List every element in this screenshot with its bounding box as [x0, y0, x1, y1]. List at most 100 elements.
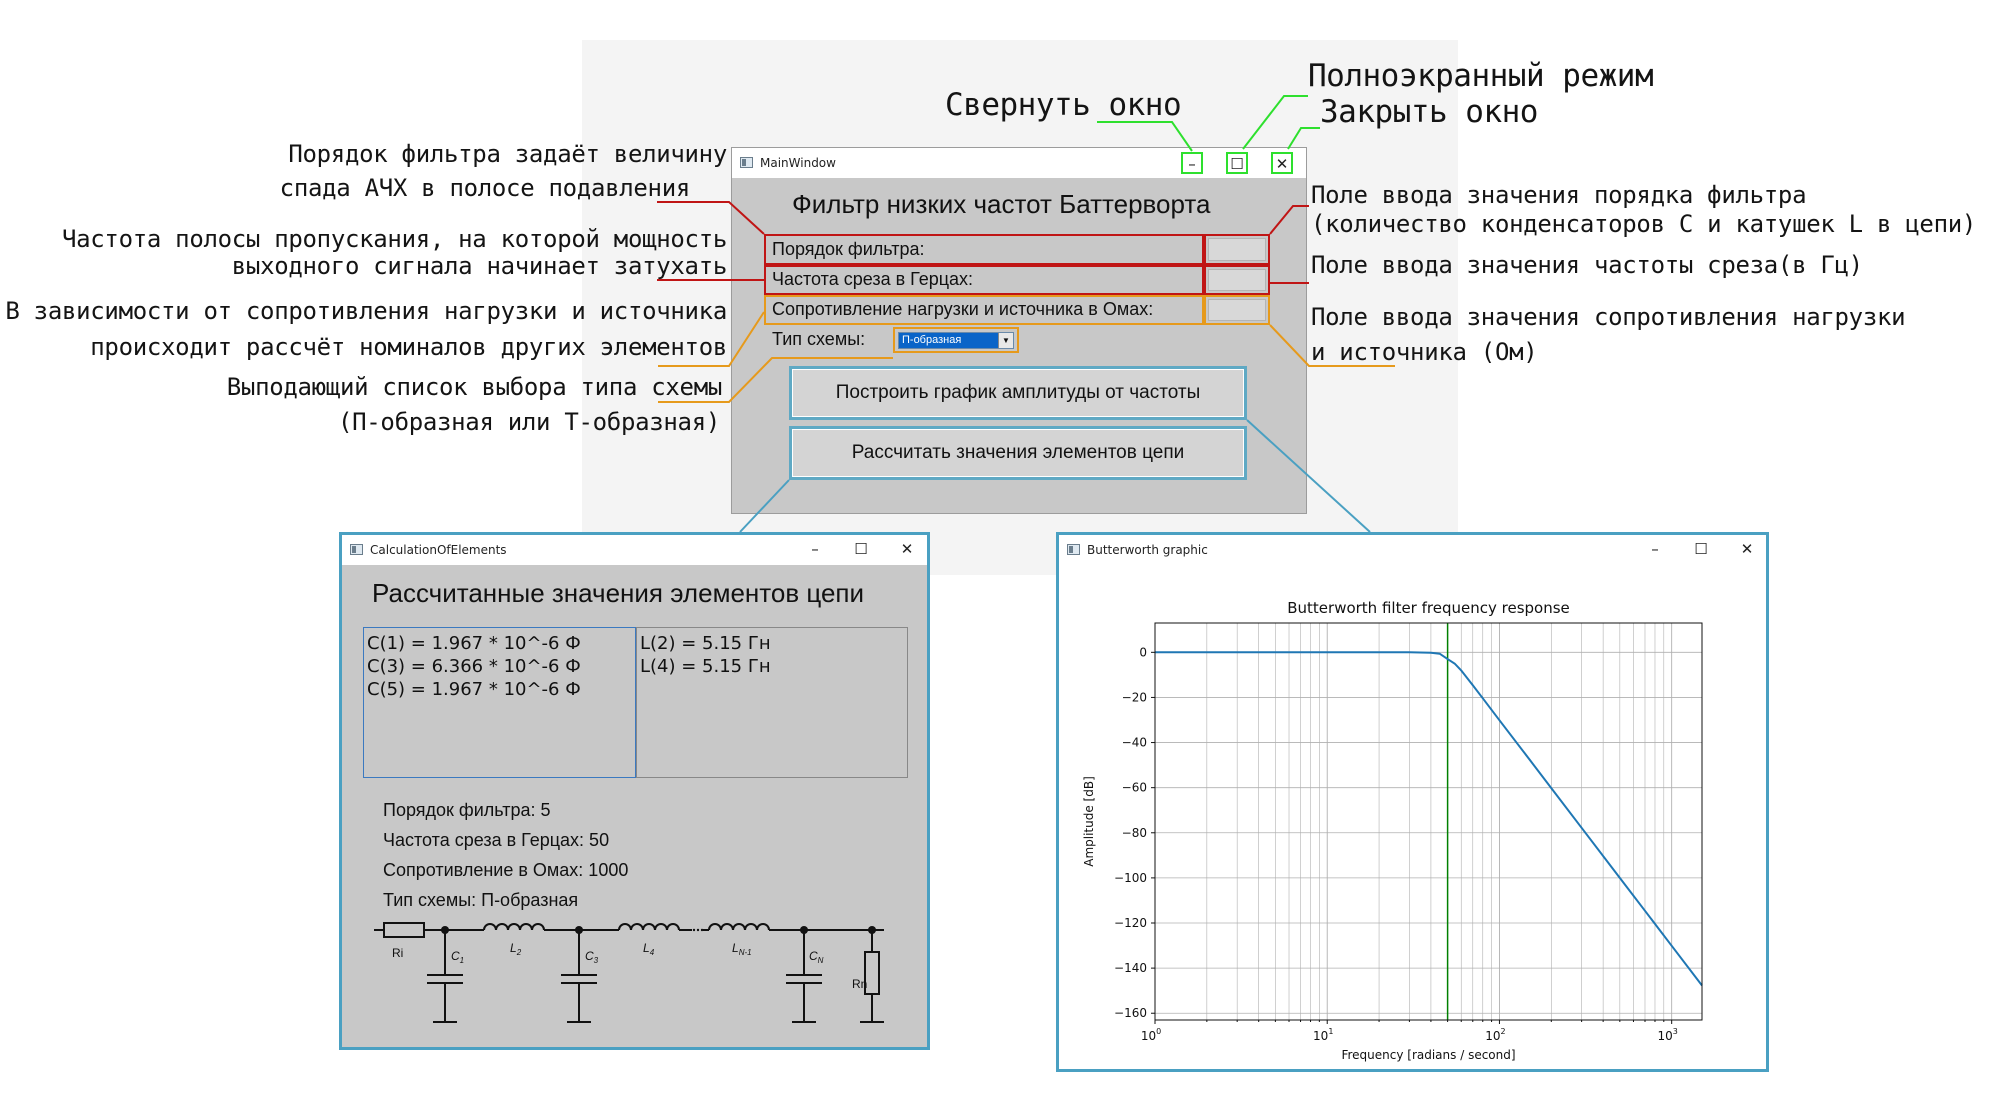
info-resist: Сопротивление в Омах: 1000	[383, 860, 629, 880]
close-icon[interactable]: ✕	[1740, 540, 1754, 558]
scheme-combo-field[interactable]: П-образная ▼	[898, 332, 1014, 349]
calc-titlebar: CalculationOfElements – ☐ ✕	[342, 535, 927, 565]
window-app-icon	[350, 544, 363, 555]
plot-frame	[1154, 622, 1703, 1021]
label-ln1: LN-1	[732, 941, 752, 957]
calc-button[interactable]: Рассчитать значения элементов цепи	[789, 426, 1247, 480]
list-item: L(4) = 5.15 Гн	[640, 656, 771, 677]
graph-titlebar: Butterworth graphic – ☐ ✕	[1059, 535, 1766, 565]
label-l2: L2	[510, 941, 522, 957]
list-item: C(1) = 1.967 * 10^-6 Ф	[367, 633, 581, 654]
x-tick-label: 102	[1485, 1027, 1505, 1043]
x-tick-label: 103	[1657, 1027, 1677, 1043]
order-label-box	[764, 234, 1204, 265]
graph-window: Butterworth graphic – ☐ ✕	[1056, 532, 1769, 1072]
cutoff-input[interactable]	[1208, 269, 1266, 291]
resist-label-box	[764, 295, 1204, 325]
y-tick-label: −20	[1122, 690, 1147, 704]
minimize-icon[interactable]: –	[811, 540, 819, 558]
annotation-cutoff-input: Поле ввода значения частоты среза(в Гц)	[1311, 251, 1863, 279]
annotation-combo-2: (П-образная или Т-образная)	[337, 408, 720, 436]
maximize-icon[interactable]: ☐	[1226, 152, 1248, 174]
capacitor-list[interactable]	[363, 627, 636, 778]
annotation-order-2: спада АЧХ в полосе подавления	[279, 174, 691, 202]
chart-title: Butterworth filter frequency response	[1287, 599, 1570, 617]
annotation-combo-1: Выподающий список выбора типа схемы	[226, 373, 723, 401]
resist-input-box	[1204, 295, 1270, 325]
info-order: Порядок фильтра: 5	[383, 800, 551, 820]
resist-label: Сопротивление нагрузки и источника в Ома…	[772, 299, 1154, 319]
annotation-resist-input-2: и источника (Ом)	[1311, 338, 1538, 366]
calc-window-title: CalculationOfElements	[370, 543, 507, 557]
x-tick-label: 101	[1313, 1027, 1333, 1043]
label-cn: CN	[809, 949, 824, 965]
circuit-diagram: Ri Rn C1 L2 C3 L4 LN-1 CN	[374, 922, 884, 1023]
plot-button[interactable]: Построить график амплитуды от частоты	[789, 366, 1247, 420]
y-tick-label: −120	[1114, 916, 1147, 930]
list-item: L(2) = 5.15 Гн	[640, 633, 771, 654]
order-input[interactable]	[1208, 238, 1266, 261]
scheme-combo[interactable]: П-образная ▼	[893, 327, 1019, 353]
maximize-icon[interactable]: ☐	[854, 540, 868, 558]
y-tick-label: −80	[1122, 826, 1147, 840]
y-tick-label: −160	[1114, 1006, 1147, 1020]
graph-window-title: Butterworth graphic	[1087, 543, 1208, 557]
inductor-ln1	[708, 923, 770, 931]
main-window-title: MainWindow	[760, 156, 836, 170]
annotation-cutoff-1: Частота полосы пропускания, на которой м…	[61, 225, 727, 253]
scheme-combo-value: П-образная	[902, 334, 962, 346]
plot-area-background	[1059, 565, 1766, 1069]
annotation-order-input-2: (количество конденсаторов C и катушек L …	[1311, 210, 1977, 238]
window-app-icon	[740, 157, 753, 168]
y-axis-label: Amplitude [dB]	[1082, 776, 1096, 867]
calc-window: CalculationOfElements – ☐ ✕	[339, 532, 930, 1050]
annotation-minimize: Свернуть окно	[945, 87, 1182, 123]
main-titlebar: MainWindow – ☐ ✕	[732, 148, 1306, 178]
info-scheme: Тип схемы: П-образная	[383, 890, 579, 910]
label-c1: C1	[451, 949, 464, 965]
list-item: C(3) = 6.366 * 10^-6 Ф	[367, 656, 581, 677]
window-app-icon	[1067, 544, 1080, 555]
annotation-resist-2: происходит рассчёт номиналов других элем…	[90, 333, 727, 361]
frequency-response-chart: 0 −20 −40 −60 −80 −100 −120 −140 −160 100 101 102 10…	[1082, 599, 1703, 1062]
close-icon[interactable]: ✕	[900, 540, 914, 558]
minimize-icon[interactable]: –	[1181, 152, 1203, 174]
y-tick-label: −40	[1122, 736, 1147, 750]
calc-heading: Рассчитанные значения элементов цепи	[372, 578, 865, 608]
label-l4: L4	[643, 941, 655, 957]
annotation-cutoff-2: выходного сигнала начинает затухать	[231, 252, 728, 280]
y-tick-label: −100	[1114, 871, 1147, 885]
close-icon[interactable]: ✕	[1271, 152, 1293, 174]
inductor-l2	[483, 923, 545, 931]
maximize-icon[interactable]: ☐	[1694, 540, 1708, 558]
annotation-resist-input-1: Поле ввода значения сопротивления нагруз…	[1311, 303, 1906, 331]
cutoff-input-box	[1204, 265, 1270, 295]
y-tick-label: 0	[1139, 645, 1147, 659]
resistor-ri	[383, 922, 425, 938]
y-tick-label: −140	[1114, 961, 1147, 975]
info-cutoff: Частота среза в Герцах: 50	[383, 830, 610, 850]
resist-input[interactable]	[1208, 299, 1266, 321]
cutoff-label: Частота среза в Герцах:	[772, 269, 974, 289]
order-input-box	[1204, 234, 1270, 265]
annotation-close: Закрыть окно	[1320, 94, 1538, 130]
x-axis-label: Frequency [radians / second]	[1341, 1048, 1515, 1062]
main-heading: Фильтр низких частот Баттерворта	[792, 189, 1211, 219]
inductor-l4	[618, 923, 680, 931]
minimize-icon[interactable]: –	[1651, 540, 1659, 558]
order-label: Порядок фильтра:	[772, 239, 925, 259]
inductor-list[interactable]	[636, 627, 908, 778]
label-rn: Rn	[852, 977, 867, 991]
y-tick-label: −60	[1122, 781, 1147, 795]
response-curve	[1155, 651, 1703, 987]
label-ri: Ri	[392, 946, 403, 960]
label-c3: C3	[585, 949, 599, 965]
chevron-down-icon[interactable]: ▼	[998, 333, 1013, 348]
list-item: C(5) = 1.967 * 10^-6 Ф	[367, 679, 581, 700]
annotation-resist-1: В зависимости от сопротивления нагрузки …	[5, 297, 727, 325]
cutoff-label-box	[764, 265, 1204, 295]
annotation-fullscreen: Полноэкранный режим	[1308, 58, 1654, 94]
annotation-order-1: Порядок фильтра задаёт величину	[288, 140, 727, 168]
scheme-label: Тип схемы:	[772, 329, 866, 349]
annotation-order-input-1: Поле ввода значения порядка фильтра	[1311, 181, 1807, 209]
